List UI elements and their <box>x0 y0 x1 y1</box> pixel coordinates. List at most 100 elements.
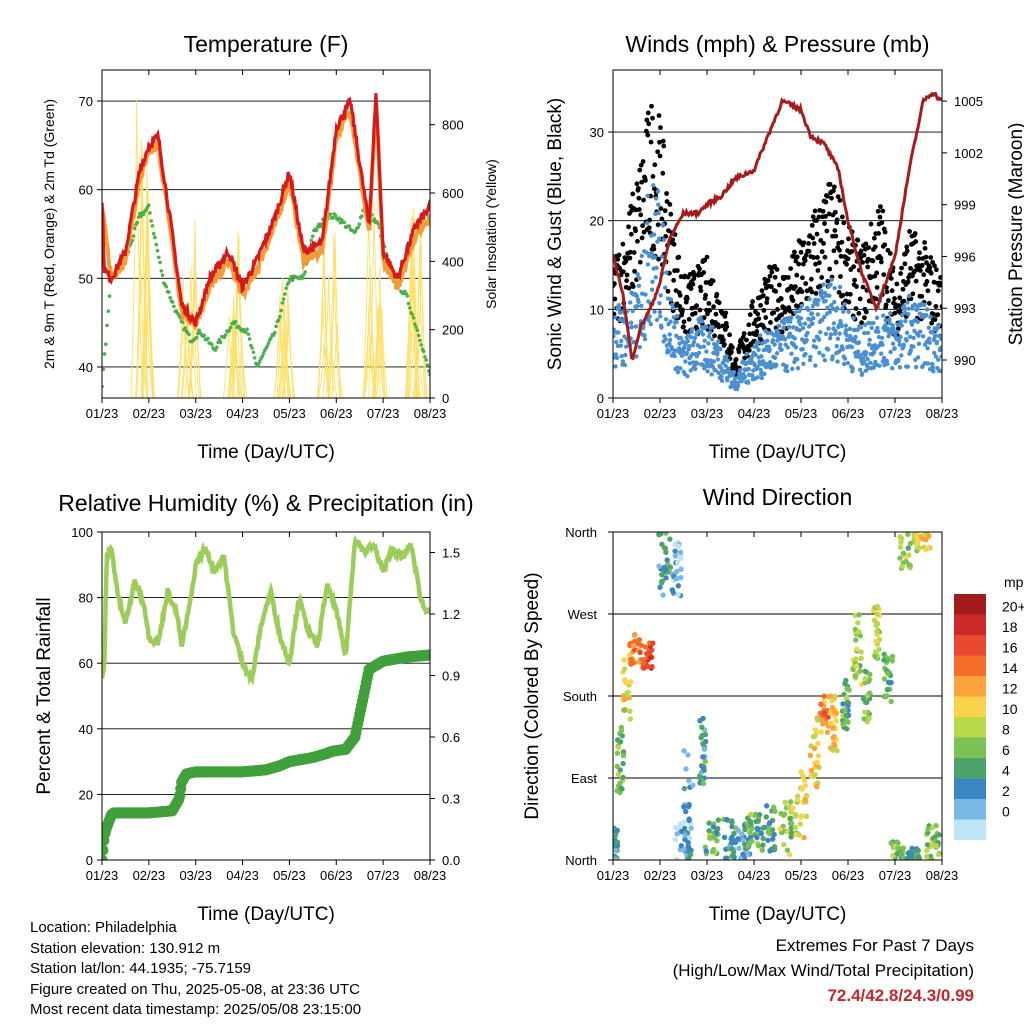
dewpoint-point <box>413 322 417 326</box>
legend-swatch <box>954 696 986 717</box>
gust-point <box>681 324 686 330</box>
gust-point <box>834 217 840 223</box>
legend-label: 6 <box>1002 742 1010 758</box>
gust-point <box>825 278 831 284</box>
wind-point <box>817 350 822 356</box>
y2-tick-label: 1.5 <box>442 546 460 561</box>
gust-point <box>710 278 716 284</box>
wind-point <box>830 354 835 359</box>
wind-point <box>839 324 844 329</box>
legend-label: 4 <box>1002 763 1010 779</box>
gust-point <box>858 248 864 254</box>
wind-point <box>865 356 870 362</box>
legend-label: 20+ <box>1002 599 1024 615</box>
y-tick-label: 60 <box>79 183 93 198</box>
y2-axis-label: Station Pressure (Maroon) <box>1006 123 1024 346</box>
wind-point <box>915 319 920 324</box>
wind-point <box>658 293 663 298</box>
wind-point <box>765 338 770 343</box>
direction-point <box>729 819 735 826</box>
gust-point <box>661 143 667 149</box>
gust-point <box>634 181 640 187</box>
dewpoint-point <box>105 323 109 328</box>
wind-point <box>695 361 700 366</box>
gust-point <box>814 218 819 223</box>
gust-point <box>649 103 654 109</box>
dewpoint-point <box>257 359 262 364</box>
direction-point <box>698 734 704 741</box>
direction-point <box>782 799 788 806</box>
dewpoint-point <box>266 341 271 346</box>
gust-point <box>803 252 809 258</box>
wind-point <box>634 293 640 299</box>
direction-point <box>861 716 867 722</box>
gust-point <box>761 293 766 298</box>
dewpoint-point <box>415 328 420 333</box>
wind-point <box>755 365 760 370</box>
solar-spike <box>232 236 246 398</box>
direction-point <box>862 679 868 686</box>
wind-point <box>749 354 755 359</box>
y-tick-label: 10 <box>590 302 604 317</box>
legend-label: 8 <box>1002 722 1010 738</box>
direction-point <box>889 653 896 660</box>
y-tick-label: 100 <box>71 525 93 540</box>
direction-point <box>771 846 778 853</box>
direction-point <box>784 847 791 853</box>
dewpoint-point <box>414 325 418 329</box>
gust-point <box>832 209 838 215</box>
wind-point <box>787 331 793 336</box>
wind-point <box>656 236 662 241</box>
direction-point <box>681 846 687 853</box>
wind-point <box>756 347 761 353</box>
direction-point <box>685 840 691 846</box>
dewpoint-point <box>246 332 251 336</box>
wind-point <box>689 327 695 332</box>
direction-point <box>888 698 894 705</box>
dewpoint-point <box>251 350 256 355</box>
direction-point <box>641 665 647 671</box>
wind-point <box>746 380 751 385</box>
direction-point <box>621 657 627 663</box>
gust-point <box>855 237 861 243</box>
direction-point <box>684 857 691 860</box>
wind-point <box>885 361 890 366</box>
gust-point <box>684 296 690 302</box>
wind-point <box>656 210 661 216</box>
gust-point <box>655 222 661 228</box>
wind-point <box>915 355 921 360</box>
gust-point <box>866 245 872 250</box>
gust-point <box>925 288 931 294</box>
direction-point <box>814 783 820 790</box>
wind-point <box>714 343 719 348</box>
gust-point <box>724 324 730 330</box>
wind-point <box>757 361 763 367</box>
direction-point <box>702 731 709 738</box>
direction-point <box>866 715 872 722</box>
wind-point <box>876 343 881 349</box>
dewpoint-point <box>228 325 233 330</box>
direction-point <box>850 666 856 673</box>
gust-point <box>746 347 752 353</box>
direction-point <box>854 646 860 652</box>
gust-point <box>809 289 815 295</box>
wind-point <box>795 357 800 362</box>
gust-point <box>638 212 644 218</box>
direction-point <box>635 659 642 665</box>
gust-point <box>647 217 653 223</box>
gust-point <box>924 279 930 284</box>
direction-point <box>724 816 730 823</box>
gust-point <box>796 261 802 267</box>
gust-point <box>660 138 666 144</box>
direction-point <box>662 566 669 573</box>
y2-tick-label: 0.0 <box>442 853 460 868</box>
direction-point <box>636 637 642 643</box>
solar-spike <box>227 297 240 398</box>
y-tick-label: 40 <box>79 360 93 375</box>
gust-point <box>763 315 769 320</box>
y-axis-label: Direction (Colored By Speed) <box>522 572 543 819</box>
legend-title: mph <box>1004 574 1024 590</box>
dewpoint-point <box>284 286 288 290</box>
wind-point <box>834 305 840 311</box>
